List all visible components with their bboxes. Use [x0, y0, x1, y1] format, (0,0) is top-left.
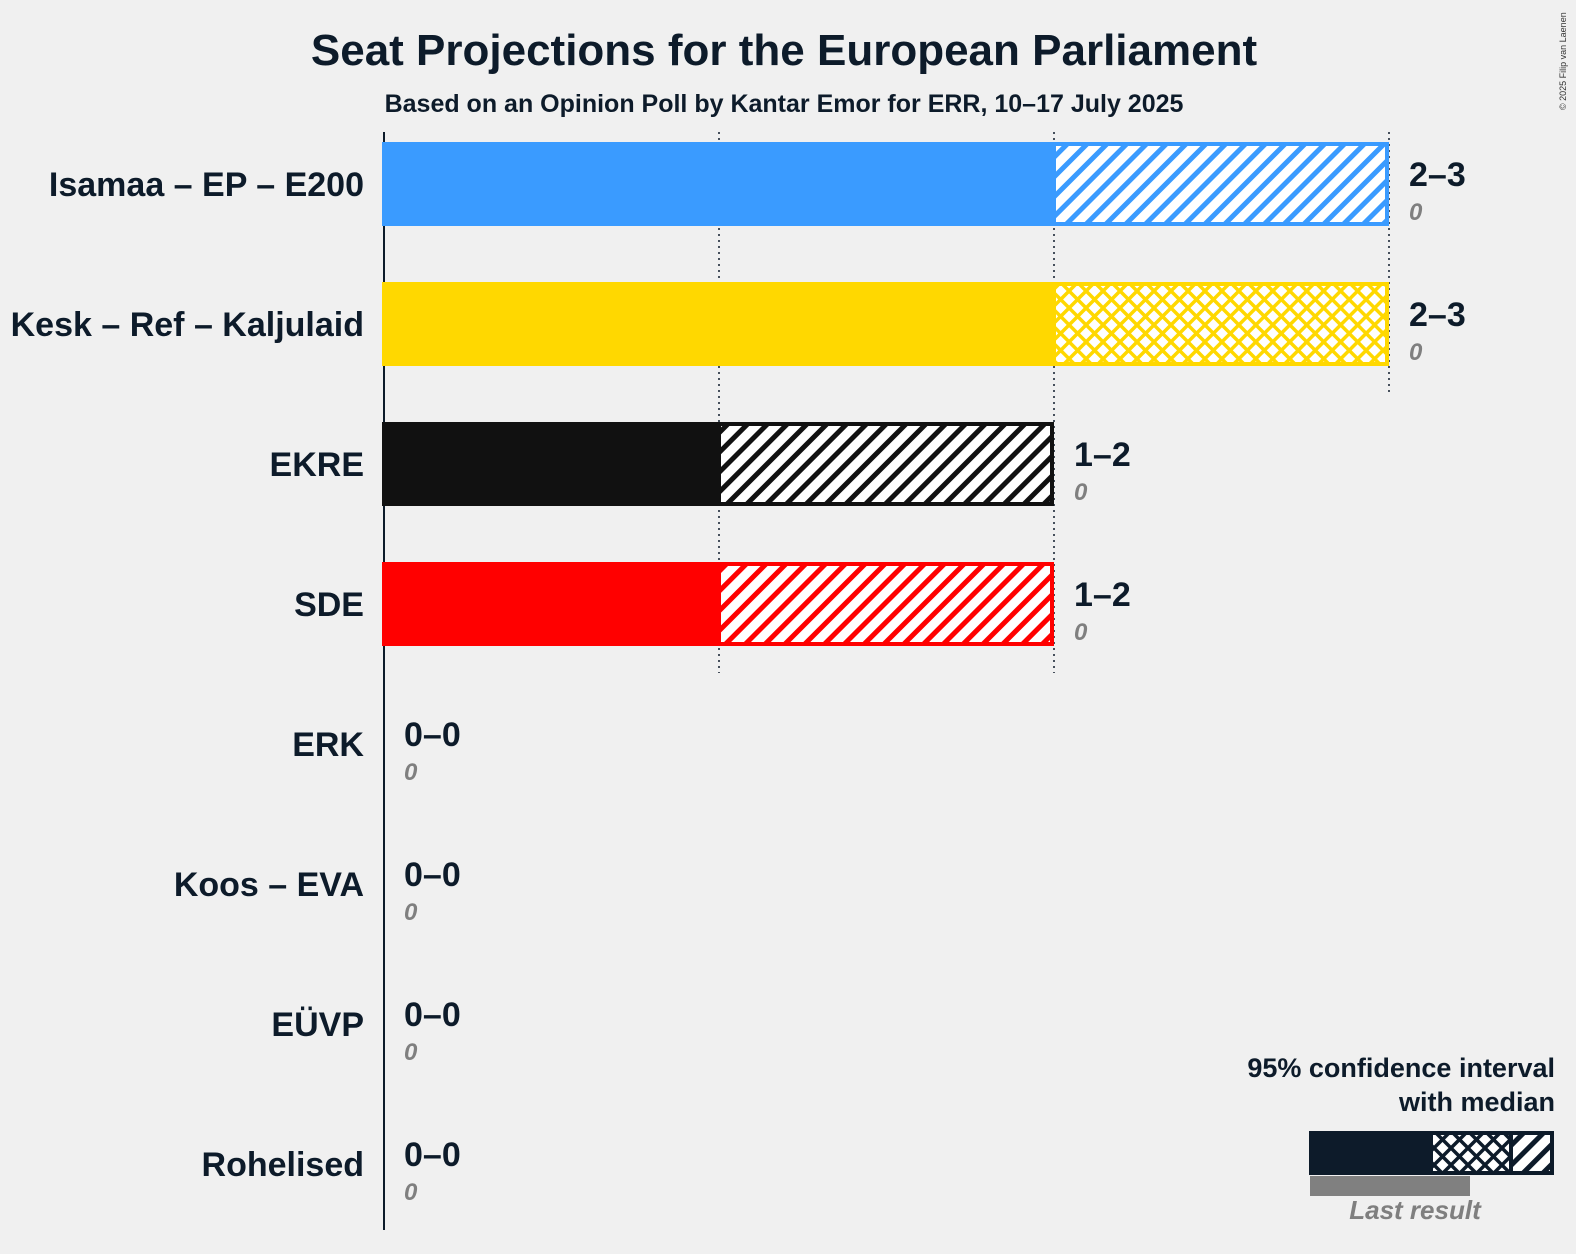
range-label-e-vp: 0–0 [404, 996, 461, 1034]
party-label-sde: SDE [294, 586, 364, 624]
bar-interval-kesk-ref-kaljulaid [1052, 282, 1389, 366]
chart-title: Seat Projections for the European Parlia… [311, 26, 1258, 75]
last-result-ekre: 0 [1074, 479, 1088, 506]
party-label-ekre: EKRE [270, 446, 364, 484]
range-label-erk: 0–0 [404, 716, 461, 754]
last-result-sde: 0 [1074, 619, 1088, 646]
chart-subtitle: Based on an Opinion Poll by Kantar Emor … [385, 90, 1184, 118]
party-label-erk: ERK [292, 726, 364, 764]
legend: 95% confidence interval with median Last… [1247, 1053, 1555, 1225]
bar-interval-ekre [717, 422, 1054, 506]
party-label-koos-eva: Koos – EVA [174, 866, 364, 904]
bar-solid-kesk-ref-kaljulaid [382, 282, 1054, 366]
legend-last-result-label: Last result [1349, 1195, 1482, 1225]
range-label-isamaa-ep-e200: 2–3 [1409, 156, 1466, 194]
last-result-rohelised: 0 [404, 1179, 418, 1206]
legend-last-result-bar [1310, 1176, 1470, 1196]
legend-crosshatch-swatch [1429, 1131, 1513, 1175]
party-label-e-vp: EÜVP [271, 1006, 364, 1044]
legend-solid-swatch [1309, 1131, 1431, 1175]
range-label-sde: 1–2 [1074, 576, 1131, 614]
bar-solid-ekre [382, 422, 719, 506]
last-result-koos-eva: 0 [404, 899, 418, 926]
range-label-koos-eva: 0–0 [404, 856, 461, 894]
legend-title-line1: 95% confidence interval [1247, 1053, 1555, 1083]
labels: Isamaa – EP – E200 2–3 0 Kesk – Ref – Kalju… [11, 156, 1466, 1206]
range-label-rohelised: 0–0 [404, 1136, 461, 1174]
legend-title-line2: with median [1398, 1087, 1555, 1117]
last-result-erk: 0 [404, 759, 418, 786]
bar-solid-sde [382, 562, 719, 646]
party-label-isamaa-ep-e200: Isamaa – EP – E200 [49, 166, 364, 204]
range-label-kesk-ref-kaljulaid: 2–3 [1409, 296, 1466, 334]
bar-interval-isamaa-ep-e200 [1052, 142, 1389, 226]
bars [382, 142, 1389, 646]
last-result-e-vp: 0 [404, 1039, 418, 1066]
last-result-kesk-ref-kaljulaid: 0 [1409, 339, 1423, 366]
bar-interval-sde [717, 562, 1054, 646]
range-label-ekre: 1–2 [1074, 436, 1131, 474]
copyright-note: © 2025 Filip van Laenen [1558, 12, 1568, 110]
bar-solid-isamaa-ep-e200 [382, 142, 1054, 226]
party-label-kesk-ref-kaljulaid: Kesk – Ref – Kaljulaid [11, 306, 364, 344]
legend-hatch-swatch [1509, 1131, 1554, 1175]
party-label-rohelised: Rohelised [202, 1146, 364, 1184]
last-result-isamaa-ep-e200: 0 [1409, 199, 1423, 226]
